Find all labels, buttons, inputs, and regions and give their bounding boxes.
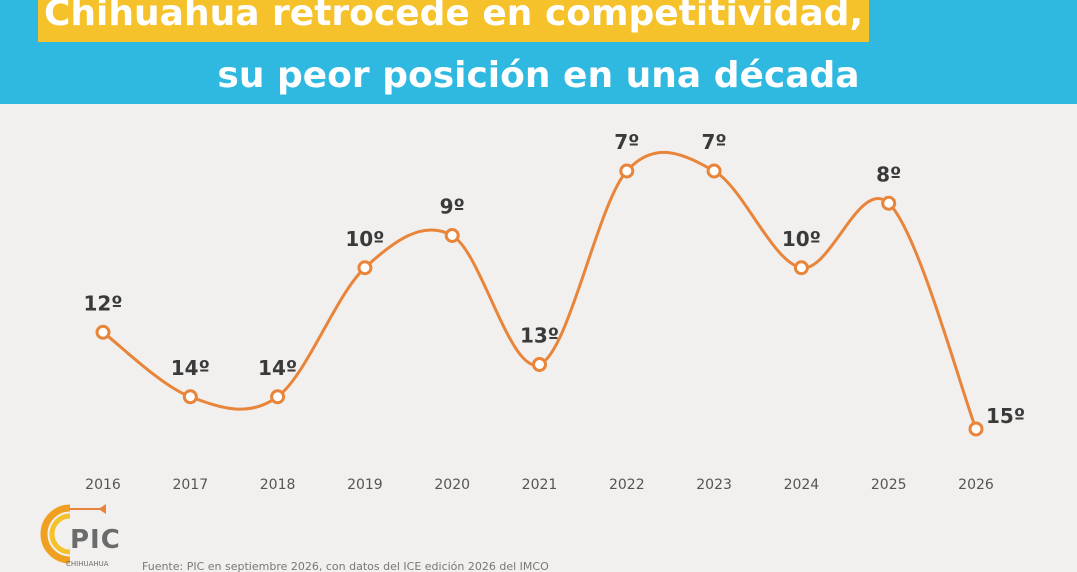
- chart-title-line2: su peor posición en una década: [217, 55, 860, 96]
- data-labels: 12º 14º 14º 10º 9º 13º 7º 7º 10º 8º 15º: [83, 130, 1025, 428]
- data-point-2019: [357, 260, 373, 276]
- x-tick-2016: 2016: [85, 477, 121, 493]
- x-tick-2023: 2023: [696, 477, 732, 493]
- data-label-2021: 13º: [520, 324, 559, 348]
- data-point-2017: [182, 389, 198, 405]
- chart-title-line1: Chihuahua retrocede en competitividad,: [38, 0, 870, 42]
- data-point-2020: [444, 228, 460, 243]
- title-banner: Chihuahua retrocede en competitividad, s…: [0, 0, 1077, 104]
- data-label-2024: 10º: [782, 227, 821, 251]
- source-note: Fuente: PIC en septiembre 2026, con dato…: [142, 560, 549, 572]
- x-tick-2020: 2020: [434, 477, 470, 493]
- x-axis: 2016 2017 2018 2019 2020 2021 2022 2023 2024 2025…: [85, 477, 994, 493]
- data-label-2020: 9º: [440, 195, 465, 219]
- series-line: [102, 150, 978, 430]
- data-label-2018: 14º: [258, 356, 297, 380]
- x-tick-2019: 2019: [347, 477, 383, 493]
- data-label-2025: 8º: [876, 162, 901, 186]
- data-label-2019: 10º: [345, 227, 384, 251]
- data-point-2024: [793, 260, 809, 276]
- data-point-2016: [95, 324, 111, 340]
- data-label-2016: 12º: [83, 291, 122, 315]
- data-point-2022: [619, 163, 635, 179]
- data-point-2023: [706, 163, 722, 179]
- data-point-2025: [881, 195, 897, 211]
- x-tick-2026: 2026: [958, 477, 994, 493]
- data-label-2022: 7º: [614, 130, 639, 154]
- data-points: [95, 163, 984, 437]
- logo-subtext: CHIHUAHUA: [66, 560, 109, 568]
- data-point-2026: [968, 421, 984, 437]
- data-point-2018: [270, 389, 286, 405]
- data-point-2021: [532, 357, 547, 372]
- x-tick-2021: 2021: [522, 477, 558, 493]
- pic-logo-icon: [40, 504, 106, 564]
- data-label-2017: 14º: [171, 356, 210, 380]
- x-tick-2025: 2025: [871, 477, 907, 493]
- x-tick-2017: 2017: [172, 477, 208, 493]
- data-label-2023: 7º: [701, 130, 726, 154]
- logo-text: PIC: [70, 525, 121, 555]
- x-tick-2024: 2024: [784, 477, 820, 493]
- x-tick-2022: 2022: [609, 477, 645, 493]
- data-label-2026: 15º: [986, 404, 1025, 428]
- x-tick-2018: 2018: [260, 477, 296, 493]
